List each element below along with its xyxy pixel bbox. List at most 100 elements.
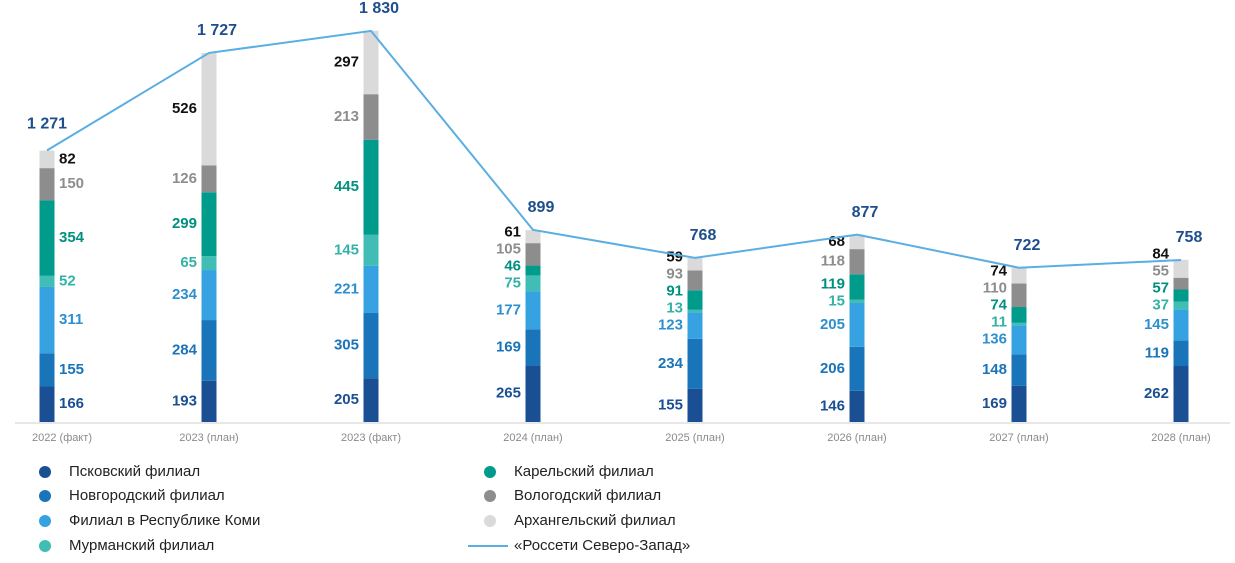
bar-segment: [1011, 307, 1027, 323]
data-label: 68: [828, 233, 845, 250]
bar-segment: [201, 52, 217, 166]
legend-label: Мурманский филиал: [69, 537, 214, 554]
data-label: 75: [504, 274, 521, 291]
total-label: 877: [852, 204, 879, 221]
bar-segment: [201, 192, 217, 257]
bar-segment: [525, 275, 541, 292]
bar-segment: [687, 257, 703, 271]
total-line: [46, 29, 1182, 269]
data-label: 155: [59, 361, 84, 378]
data-label: 169: [982, 395, 1007, 412]
bar-segment: [687, 338, 703, 389]
data-label: 445: [334, 178, 359, 195]
data-label: 61: [504, 223, 521, 240]
data-label: 193: [172, 392, 197, 409]
data-label: 206: [820, 360, 845, 377]
data-label: 13: [666, 300, 683, 317]
total-label: 722: [1014, 237, 1041, 254]
bar-segment: [201, 165, 217, 193]
x-tick-label: 2028 (план): [1151, 432, 1210, 444]
data-label: 146: [820, 397, 845, 414]
bar-segment: [687, 309, 703, 313]
data-label: 110: [983, 280, 1007, 297]
bar-segment: [849, 302, 865, 347]
data-label: 145: [1144, 316, 1169, 333]
x-tick-label: 2026 (план): [827, 432, 886, 444]
bar-segment: [1011, 385, 1027, 422]
data-label: 55: [1152, 263, 1169, 280]
data-label: 52: [59, 272, 76, 289]
data-label: 221: [334, 280, 359, 297]
data-label: 65: [180, 254, 197, 271]
data-label: 91: [666, 283, 683, 300]
bar-segment: [1173, 340, 1189, 367]
legend-marker: [484, 515, 496, 527]
total-label: 899: [528, 199, 555, 216]
bar-segment: [525, 230, 541, 244]
data-label: 354: [59, 229, 85, 246]
bar-segment: [525, 265, 541, 276]
bar-segment: [1011, 325, 1027, 355]
bar-segment: [1173, 259, 1189, 278]
data-label: 305: [334, 337, 359, 354]
legend-marker: [484, 466, 496, 478]
total-label: 758: [1176, 229, 1203, 246]
data-label: 265: [496, 385, 521, 402]
bar-segment: [201, 256, 217, 271]
data-label: 93: [666, 266, 683, 283]
bar-segment: [363, 94, 379, 140]
data-label: 166: [59, 395, 84, 412]
bar-segment: [201, 380, 217, 422]
bar-segment: [363, 378, 379, 422]
legend-marker: [39, 540, 51, 552]
legend-marker: [39, 490, 51, 502]
bar-segment: [201, 270, 217, 321]
bar-segment: [39, 386, 55, 422]
bar-segment: [849, 390, 865, 422]
data-label: 205: [334, 391, 359, 408]
legend-label: Карельский филиал: [514, 463, 654, 480]
total-label: 1 271: [27, 116, 67, 133]
bar-segment: [687, 388, 703, 422]
bar-segment: [363, 30, 379, 95]
legend-label: Вологодский филиал: [514, 487, 661, 504]
bar-segment: [525, 365, 541, 422]
data-label: 119: [1145, 344, 1169, 361]
bar-segment: [1011, 354, 1027, 386]
data-label: 84: [1152, 246, 1169, 263]
x-tick-label: 2023 (факт): [341, 432, 401, 444]
bar-segment: [687, 270, 703, 291]
data-label: 148: [982, 361, 1007, 378]
bar-segment: [525, 329, 541, 366]
data-label: 126: [172, 170, 197, 187]
data-label: 37: [1152, 297, 1169, 314]
data-label: 262: [1144, 385, 1169, 402]
data-label: 15: [828, 292, 845, 309]
bar-segment: [39, 353, 55, 387]
data-label: 150: [59, 175, 84, 192]
bar-segment: [39, 150, 55, 169]
bar-segment: [1011, 322, 1027, 326]
total-label: 1 727: [197, 22, 237, 39]
legend-label: Архангельский филиал: [514, 512, 676, 529]
data-label: 11: [991, 314, 1007, 331]
data-label: 526: [172, 100, 197, 117]
bar-segment: [849, 234, 865, 250]
legend-label: Филиал в Республике Коми: [69, 512, 260, 529]
bar-segment: [525, 291, 541, 330]
data-label: 234: [658, 355, 684, 372]
bar-segment: [687, 312, 703, 339]
data-label: 284: [172, 341, 198, 358]
data-label: 311: [59, 311, 83, 328]
legend-label: Псковский филиал: [69, 463, 200, 480]
total-label: 768: [690, 227, 717, 244]
bar-segment: [39, 168, 55, 201]
bar-segment: [363, 313, 379, 379]
legend-label: «Россети Северо-Запад»: [514, 537, 690, 554]
total-label: 1 830: [359, 0, 399, 17]
data-label: 205: [820, 316, 845, 333]
data-label: 145: [334, 241, 359, 258]
x-tick-label: 2027 (план): [989, 432, 1048, 444]
data-label: 297: [334, 53, 359, 70]
legend-marker: [484, 490, 496, 502]
